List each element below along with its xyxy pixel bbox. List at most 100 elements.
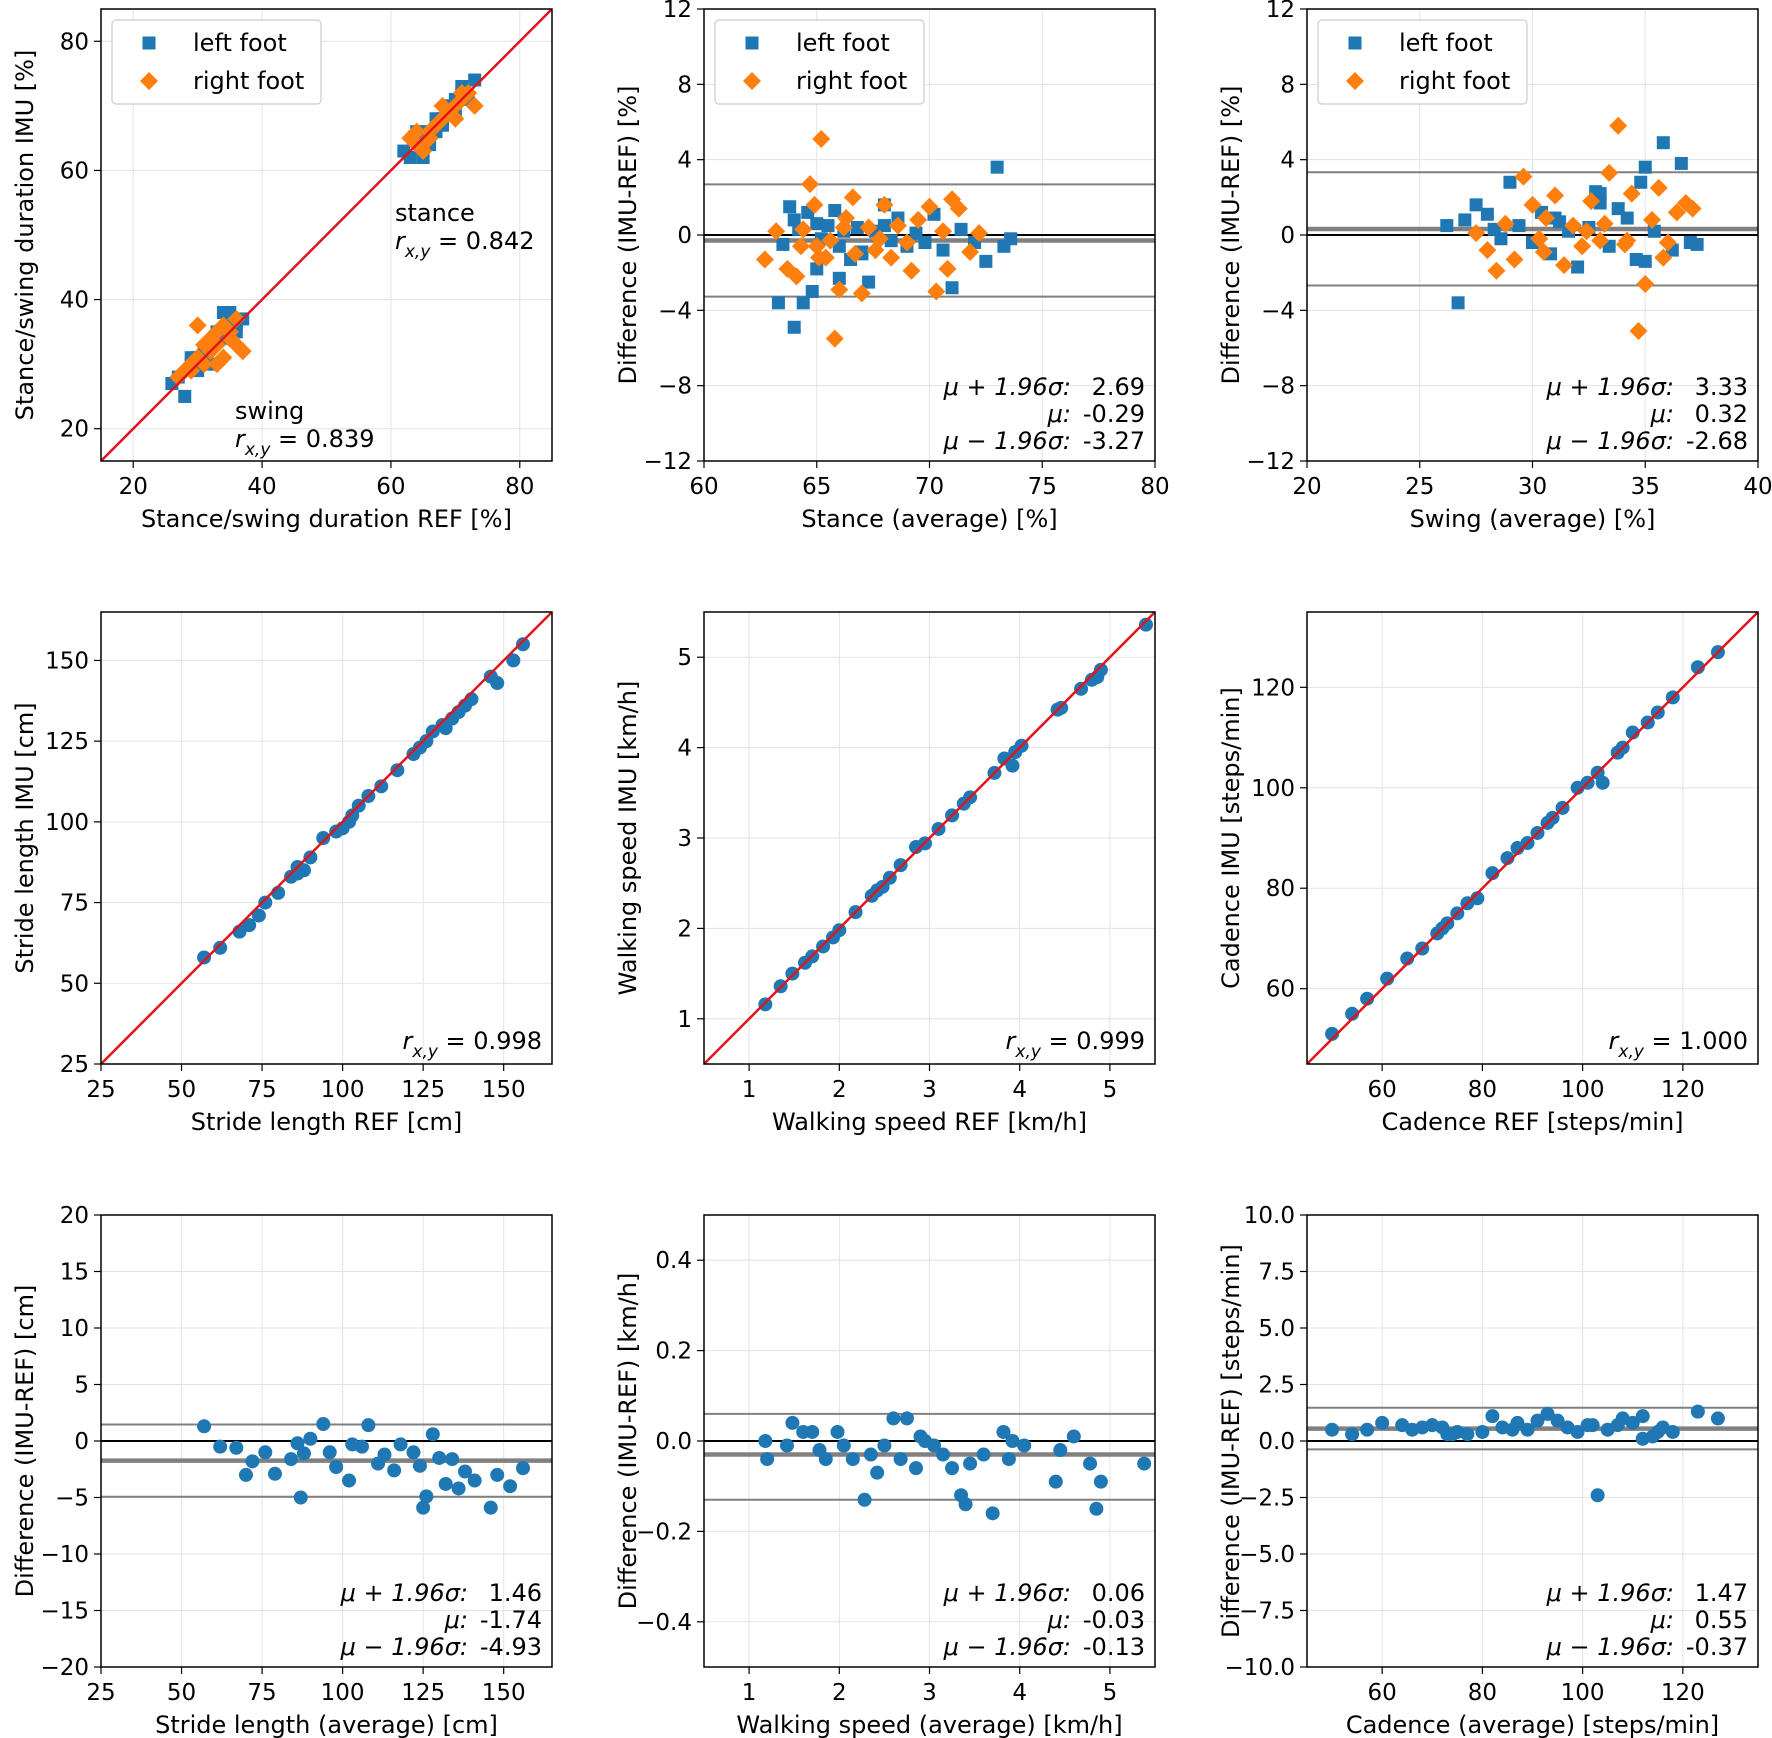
legend-marker-left-foot bbox=[745, 36, 759, 50]
x-tick-label: 80 bbox=[1468, 1077, 1497, 1103]
data-point bbox=[963, 1456, 978, 1471]
y-tick-label: −2.5 bbox=[1239, 1486, 1295, 1512]
y-tick-label: 0.2 bbox=[655, 1339, 692, 1365]
data-point bbox=[938, 259, 957, 278]
stats-label: μ + 1.96σ: bbox=[943, 373, 1071, 401]
data-point bbox=[1591, 231, 1610, 250]
data-point bbox=[1658, 233, 1677, 252]
x-tick-label: 5 bbox=[1103, 1077, 1118, 1103]
data-point bbox=[258, 1445, 273, 1460]
data-point bbox=[1475, 1424, 1490, 1439]
legend-label-right-foot: right foot bbox=[796, 67, 907, 95]
data-point bbox=[1512, 219, 1526, 233]
data-point bbox=[1004, 232, 1018, 246]
data-point bbox=[1643, 210, 1662, 229]
data-point bbox=[390, 763, 405, 778]
x-axis-label: Walking speed (average) [km/h] bbox=[736, 1711, 1122, 1738]
y-tick-label: 7.5 bbox=[1258, 1260, 1295, 1286]
y-tick-label: 80 bbox=[1266, 876, 1295, 902]
y-tick-label: 10.0 bbox=[1244, 1203, 1295, 1229]
legend-label-left-foot: left foot bbox=[193, 29, 287, 57]
data-point bbox=[1496, 214, 1515, 233]
stats-block: μ + 1.96σ: 0.06 μ: -0.03 μ − 1.96σ: -0.13 bbox=[943, 1579, 1145, 1661]
identity-line bbox=[1307, 612, 1758, 1064]
identity-line bbox=[101, 612, 552, 1064]
data-point bbox=[821, 231, 840, 250]
data-point bbox=[503, 1479, 518, 1494]
data-point bbox=[1325, 1026, 1340, 1041]
data-point bbox=[329, 1459, 344, 1474]
x-tick-label: 40 bbox=[1743, 474, 1772, 500]
data-point bbox=[893, 858, 908, 873]
y-tick-label: −5.0 bbox=[1239, 1542, 1295, 1568]
data-point bbox=[816, 939, 831, 954]
data-point bbox=[419, 1489, 434, 1504]
data-point bbox=[884, 234, 898, 248]
data-point bbox=[805, 285, 819, 298]
chart-panel-3: 20 25 30 35 40 −12 −8 −4 0 4 8 12 Swing (average) [%… bbox=[1217, 0, 1772, 533]
data-point bbox=[1460, 1427, 1475, 1442]
data-point bbox=[852, 284, 871, 303]
data-point bbox=[506, 653, 521, 668]
legend-label-left-foot: left foot bbox=[796, 29, 890, 57]
data-point bbox=[800, 175, 819, 194]
correlation-label: rx,y = 0.998 bbox=[403, 1027, 542, 1062]
y-tick-label: −10 bbox=[40, 1542, 89, 1568]
legend: left foot right foot bbox=[714, 19, 925, 105]
data-point bbox=[1360, 1422, 1375, 1437]
x-tick-label: 3 bbox=[922, 1680, 937, 1706]
data-point bbox=[438, 1476, 453, 1491]
plot-area bbox=[101, 9, 552, 461]
data-point bbox=[1548, 211, 1562, 225]
y-tick-label: 100 bbox=[1251, 776, 1295, 802]
data-point bbox=[936, 243, 950, 257]
x-tick-label: 60 bbox=[689, 474, 718, 500]
data-point bbox=[949, 199, 968, 218]
data-point bbox=[1600, 163, 1619, 182]
data-point bbox=[1625, 1415, 1640, 1430]
data-point bbox=[393, 1437, 408, 1452]
data-point bbox=[954, 222, 968, 236]
plot-area bbox=[1307, 1404, 1758, 1503]
data-point bbox=[316, 831, 331, 845]
data-point bbox=[945, 281, 959, 295]
data-point bbox=[825, 329, 844, 348]
data-point bbox=[1093, 662, 1108, 677]
stats-label: μ − 1.96σ: bbox=[943, 1633, 1071, 1661]
y-tick-label: 12 bbox=[1266, 0, 1295, 23]
data-point bbox=[1503, 175, 1517, 189]
data-point bbox=[1629, 322, 1648, 341]
data-point bbox=[1005, 1434, 1020, 1448]
y-tick-label: 75 bbox=[60, 891, 89, 917]
data-point bbox=[812, 129, 831, 148]
y-tick-label: 150 bbox=[45, 648, 89, 674]
data-point bbox=[834, 218, 853, 237]
data-point bbox=[1451, 296, 1465, 310]
stats-value: -4.93 bbox=[480, 1633, 542, 1661]
y-tick-label: 8 bbox=[1280, 72, 1295, 98]
legend-label-right-foot: right foot bbox=[193, 67, 304, 95]
data-point bbox=[296, 1446, 311, 1461]
correlation-label: rx,y = 0.999 bbox=[1006, 1027, 1145, 1062]
data-point bbox=[1534, 242, 1553, 261]
data-point bbox=[818, 1452, 833, 1467]
x-axis-label: Stance/swing duration REF [%] bbox=[141, 505, 512, 533]
y-tick-label: 12 bbox=[663, 0, 692, 23]
x-tick-label: 25 bbox=[86, 1680, 115, 1706]
y-tick-label: −12 bbox=[643, 449, 692, 475]
stats-label: μ: bbox=[1047, 400, 1071, 428]
data-point bbox=[886, 1411, 901, 1426]
data-point bbox=[1137, 1456, 1152, 1471]
data-point bbox=[846, 244, 865, 263]
data-point bbox=[416, 1500, 431, 1515]
x-tick-label: 60 bbox=[1368, 1680, 1397, 1706]
x-axis-label: Stride length (average) [cm] bbox=[155, 1711, 498, 1738]
data-point bbox=[976, 1447, 991, 1462]
data-point bbox=[830, 1424, 845, 1439]
x-tick-label: 125 bbox=[401, 1077, 445, 1103]
data-point bbox=[1380, 971, 1395, 986]
data-point bbox=[990, 160, 1004, 174]
data-point bbox=[1636, 274, 1655, 293]
data-point bbox=[893, 1452, 908, 1467]
data-point bbox=[284, 1452, 299, 1467]
